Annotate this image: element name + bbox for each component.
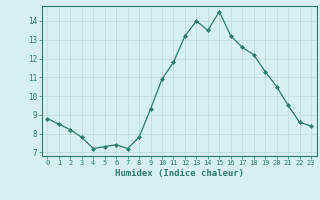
- X-axis label: Humidex (Indice chaleur): Humidex (Indice chaleur): [115, 169, 244, 178]
